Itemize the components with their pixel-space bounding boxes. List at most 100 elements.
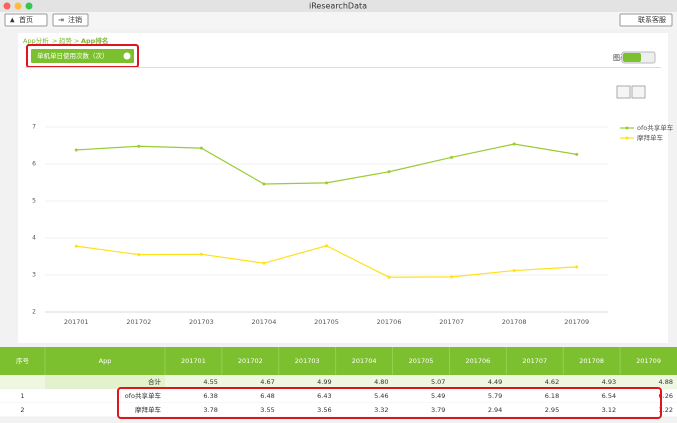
- table-cell: 6.43: [317, 392, 331, 400]
- table-row: [0, 403, 677, 417]
- breadcrumb-sep: >: [52, 37, 57, 45]
- table-cell: 6.18: [545, 392, 559, 400]
- table-cell: 4.55: [203, 378, 217, 386]
- header-cell: 201707: [522, 357, 547, 365]
- table-cell: 合计: [148, 377, 162, 386]
- data-point: [387, 170, 391, 174]
- data-point: [575, 152, 579, 156]
- breadcrumb-3: App排名: [81, 36, 108, 45]
- y-tick-label: 7: [32, 124, 36, 131]
- data-point: [137, 253, 141, 257]
- table-cell: 5.49: [431, 392, 445, 400]
- table-cell: 6.38: [203, 392, 217, 400]
- table-cell: 4.49: [488, 378, 502, 386]
- header-cell: 201706: [465, 357, 490, 365]
- y-tick-label: 2: [32, 309, 36, 316]
- data-point: [262, 182, 266, 186]
- legend-dot: [625, 136, 629, 140]
- x-tick-label: 201703: [189, 318, 214, 326]
- table-cell: 4.88: [659, 378, 673, 386]
- contact-button[interactable]: [619, 13, 673, 27]
- table-header: [0, 347, 677, 375]
- header-cell: 201701: [181, 357, 206, 365]
- y-tick-label: 6: [32, 161, 36, 168]
- x-tick-label: 201704: [252, 318, 277, 326]
- zoom-button[interactable]: [25, 2, 33, 10]
- metric-dropdown[interactable]: [31, 49, 134, 63]
- chart-panel: [18, 33, 668, 343]
- header-cell: 201708: [579, 357, 604, 365]
- table-row: [0, 389, 677, 403]
- data-point: [74, 244, 78, 248]
- divider: [25, 67, 661, 68]
- legend-label[interactable]: ofo共享单车: [637, 123, 674, 132]
- data-point: [450, 275, 454, 279]
- dropdown-arrow: [123, 52, 131, 60]
- close-button[interactable]: [3, 2, 11, 10]
- table-cell: 摩拜单车: [135, 405, 162, 414]
- table-cell: 6.48: [260, 392, 274, 400]
- breadcrumb-sep: >: [74, 37, 79, 45]
- x-tick-label: 201706: [377, 318, 402, 326]
- table-cell: 5.07: [431, 378, 445, 386]
- table-cell: 4.93: [602, 378, 616, 386]
- header-cell: 序号: [16, 356, 30, 365]
- table-cell: 2: [20, 406, 24, 414]
- total-app-cell: [45, 375, 165, 389]
- data-point: [199, 252, 203, 256]
- table-cell: ofo共享单车: [125, 391, 162, 400]
- data-point: [325, 181, 328, 185]
- header-cell: 201709: [636, 357, 661, 365]
- highlight-box: [117, 387, 662, 419]
- toolbar: [0, 12, 677, 29]
- table-cell: 5.79: [488, 392, 502, 400]
- logout-icon: ⇥: [58, 16, 64, 24]
- table-cell: 3.32: [374, 406, 388, 414]
- x-tick-label: 201709: [564, 318, 589, 326]
- restore-button[interactable]: [616, 85, 631, 99]
- data-point: [74, 148, 78, 152]
- table-cell: 3.79: [431, 406, 445, 414]
- table-cell: 4.67: [260, 378, 274, 386]
- toggle-knob: [623, 53, 641, 62]
- y-tick-label: 5: [32, 198, 36, 205]
- table-cell: 3.78: [203, 406, 217, 414]
- logout-button[interactable]: [52, 13, 89, 27]
- home-button[interactable]: [4, 13, 48, 27]
- y-tick-label: 4: [32, 235, 36, 242]
- table-cell: 3.12: [602, 406, 616, 414]
- minimize-button[interactable]: [14, 2, 22, 10]
- breadcrumb-2[interactable]: 趋势: [59, 36, 73, 45]
- table-row: [0, 375, 677, 389]
- dropdown-label: 单机单日使用次数（次）: [37, 51, 109, 60]
- header-cell: 201705: [409, 357, 434, 365]
- table-cell: 3.22: [659, 406, 673, 414]
- table-cell: 3.56: [317, 406, 331, 414]
- legend-label[interactable]: 摩拜单车: [637, 133, 664, 142]
- x-tick-label: 201702: [126, 318, 151, 326]
- x-tick-label: 201701: [64, 318, 89, 326]
- table-cell: 3.55: [260, 406, 274, 414]
- chart-label: 图表:: [613, 53, 629, 62]
- table-cell: 5.46: [374, 392, 388, 400]
- table-cell: 6.54: [602, 392, 616, 400]
- data-point: [137, 144, 141, 148]
- x-tick-label: 201705: [314, 318, 339, 326]
- legend-dot: [625, 126, 629, 130]
- data-point: [325, 244, 328, 248]
- data-point: [450, 155, 454, 159]
- contact-label: 联系客服: [638, 15, 666, 24]
- x-tick-label: 201708: [502, 318, 527, 326]
- y-tick-label: 3: [32, 272, 36, 279]
- data-point: [387, 275, 391, 279]
- table-cell: 6.26: [659, 392, 673, 400]
- table-cell: 4.99: [317, 378, 331, 386]
- title-bar: [0, 0, 677, 12]
- breadcrumb-1[interactable]: App分析: [23, 36, 49, 45]
- header-cell: 201702: [238, 357, 263, 365]
- x-tick-label: 201707: [439, 318, 464, 326]
- print-button[interactable]: [631, 85, 646, 99]
- table-cell: 1: [20, 392, 24, 400]
